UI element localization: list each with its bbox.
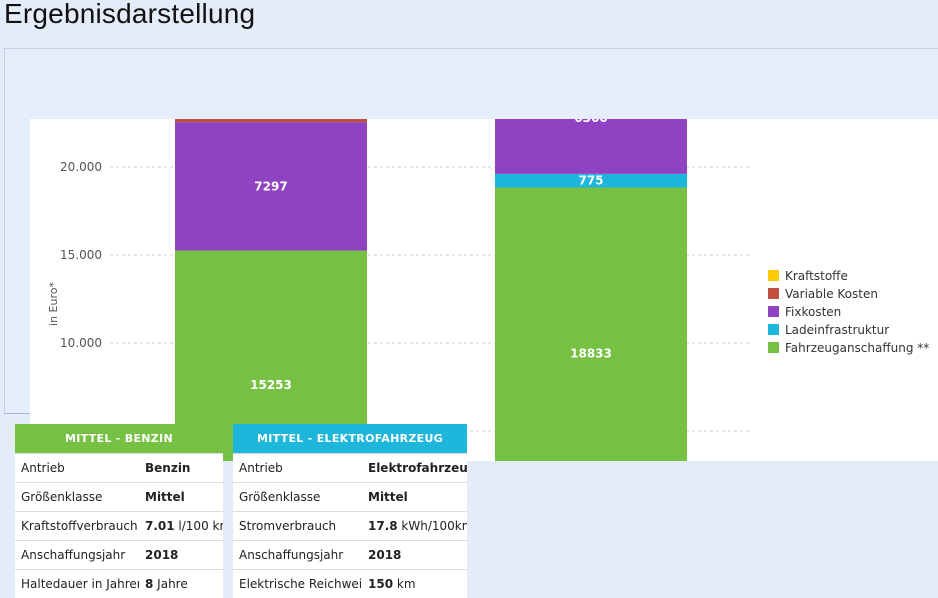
value-number: Elektrofahrzeug [368, 461, 467, 475]
card-header: MITTEL - BENZIN [15, 424, 223, 453]
row-label: Größenklasse [233, 483, 362, 512]
legend-label: Fixkosten [785, 305, 841, 319]
card-row: Antrieb Elektrofahrzeug [233, 454, 467, 483]
card-table: Antrieb Elektrofahrzeug Größenklasse Mittel… [233, 453, 467, 598]
card-row: Antrieb Benzin [15, 454, 223, 483]
card-header: MITTEL - ELEKTROFAHRZEUG [233, 424, 467, 453]
y-tick-label: 15.000 [60, 248, 102, 262]
data-label: 775 [578, 174, 603, 188]
row-label: Anschaffungsjahr [233, 541, 362, 570]
legend-swatch [768, 324, 779, 335]
card-row: Größenklasse Mittel [233, 483, 467, 512]
card-row: Anschaffungsjahr 2018 [15, 541, 223, 570]
vehicle-card-benzin: MITTEL - BENZIN Antrieb Benzin Größenklass… [15, 424, 223, 598]
value-unit: Jahre [153, 577, 187, 591]
row-value: Elektrofahrzeug [362, 454, 467, 483]
card-row: Anschaffungsjahr 2018 [233, 541, 467, 570]
row-label: Antrieb [15, 454, 139, 483]
value-unit: l/100 km [175, 519, 223, 533]
row-value: 17.8 kWh/100km [362, 512, 467, 541]
row-value: 8 Jahre [139, 570, 223, 598]
legend-label: Ladeinfrastruktur [785, 323, 889, 337]
row-value: Mittel [139, 483, 223, 512]
row-label: Haltedauer in Jahren [15, 570, 139, 598]
value-number: 2018 [368, 548, 401, 562]
legend-label: Kraftstoffe [785, 269, 848, 283]
value-number: 2018 [145, 548, 178, 562]
legend-swatch [768, 270, 779, 281]
row-value: Mittel [362, 483, 467, 512]
bar-segment [495, 188, 687, 461]
y-axis-label: in Euro* [47, 282, 60, 326]
card-table: Antrieb Benzin Größenklasse Mittel Kraftstof… [15, 453, 223, 598]
value-number: 17.8 [368, 519, 398, 533]
row-value: 2018 [362, 541, 467, 570]
bar-segment [175, 119, 367, 122]
results-panel: 5.00010.00015.00020.00025.00030.00035.00… [4, 48, 938, 414]
y-tick-label: 10.000 [60, 336, 102, 350]
legend-swatch [768, 288, 779, 299]
row-value: 150 km [362, 570, 467, 598]
value-number: 150 [368, 577, 393, 591]
value-unit: km [393, 577, 415, 591]
row-label: Kraftstoffverbrauch [15, 512, 139, 541]
card-row: Größenklasse Mittel [15, 483, 223, 512]
legend-label: Fahrzeuganschaffung ** [785, 341, 929, 355]
data-label: 15253 [250, 378, 292, 392]
row-value: Benzin [139, 454, 223, 483]
value-number: 7.01 [145, 519, 175, 533]
bar-segment [495, 119, 687, 174]
data-label: 18833 [570, 346, 612, 360]
value-number: Mittel [368, 490, 408, 504]
row-label: Stromverbrauch [233, 512, 362, 541]
legend-swatch [768, 306, 779, 317]
legend-swatch [768, 342, 779, 353]
y-tick-label: 20.000 [60, 160, 102, 174]
vehicle-card-elektro: MITTEL - ELEKTROFAHRZEUG Antrieb Elektrof… [233, 424, 467, 598]
row-label: Antrieb [233, 454, 362, 483]
row-label: Größenklasse [15, 483, 139, 512]
row-label: Anschaffungsjahr [15, 541, 139, 570]
legend-label: Variable Kosten [785, 287, 878, 301]
row-value: 2018 [139, 541, 223, 570]
value-unit: kWh/100km [398, 519, 467, 533]
value-number: Benzin [145, 461, 190, 475]
row-label: Elektrische Reichweite [233, 570, 362, 598]
data-label: 7297 [254, 179, 287, 193]
data-label: 6360 [574, 119, 607, 125]
value-number: Mittel [145, 490, 185, 504]
page-title: Ergebnisdarstellung [4, 0, 255, 30]
row-value: 7.01 l/100 km [139, 512, 223, 541]
stacked-bar-chart: 5.00010.00015.00020.00025.00030.00035.00… [30, 119, 938, 461]
